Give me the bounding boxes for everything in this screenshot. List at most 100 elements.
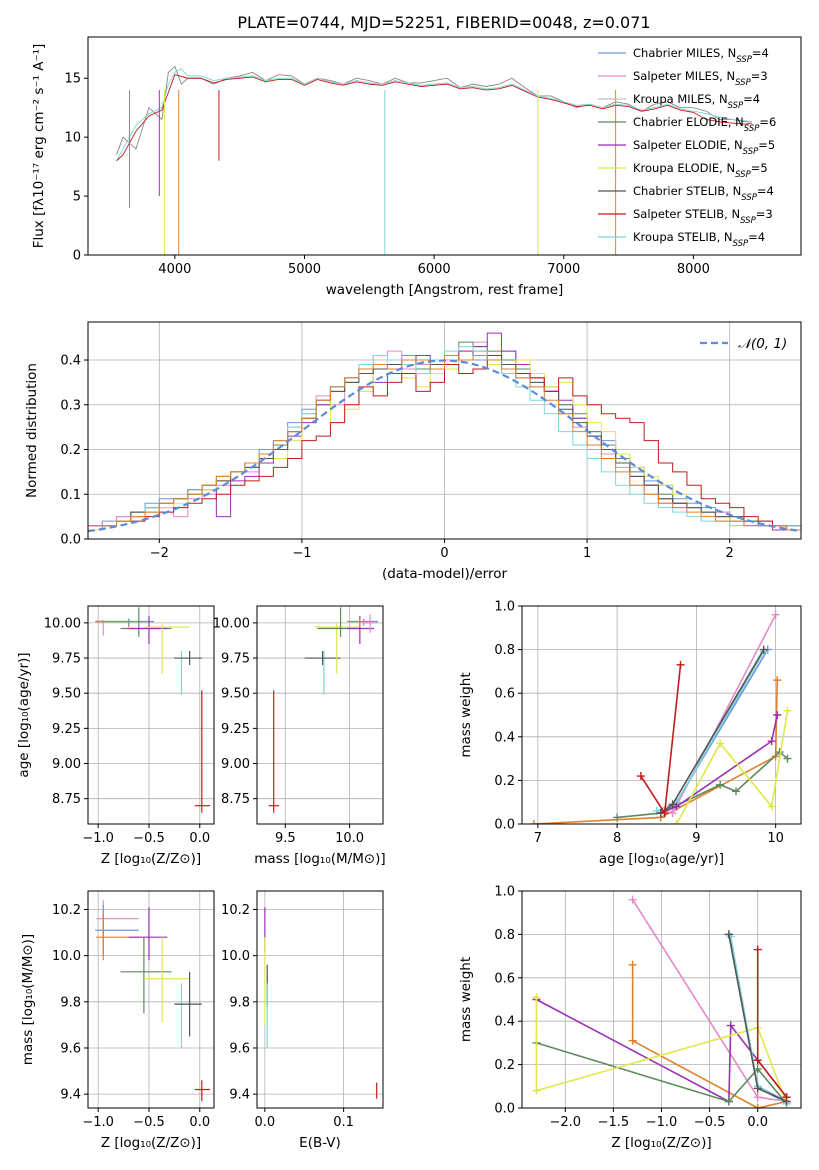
errorbar-point	[128, 615, 168, 644]
panel-weight-vs-age: 7 8 9 10 0.0 0.2 0.4 0.6 0.8 1.0 age [log₁₀(age/yr…	[458, 600, 802, 867]
errorbar-point	[268, 690, 279, 813]
panel-residuals: −2 −1 0 1 2 0.0 0.1 0.2 0.3 0.4 (data-model)/error…	[24, 321, 802, 582]
marker-plus	[532, 993, 541, 1002]
marker-plus	[724, 1097, 733, 1106]
y-tick-label: 0.6	[494, 687, 515, 702]
marker-plus	[726, 1021, 735, 1030]
marker-plus	[759, 645, 768, 654]
marker-plus	[668, 809, 677, 818]
series-line-Kroupa STELIB	[729, 936, 787, 1105]
legend-label: Chabrier MILES, NSSP=4	[633, 46, 769, 65]
x-tick-label: 0	[440, 546, 448, 561]
plot-area	[532, 895, 791, 1108]
x-tick-label: 9	[692, 831, 700, 846]
axes-frame	[256, 605, 384, 825]
errorbar-point	[174, 983, 190, 1048]
marker-plus	[676, 660, 685, 669]
legend-label: Kroupa MILES, NSSP=4	[633, 92, 760, 111]
plot-area	[88, 332, 801, 539]
errorbar-point	[95, 904, 139, 956]
legend-label: 𝒩(0, 1)	[738, 336, 787, 352]
marker-plus	[753, 1093, 762, 1102]
y-tick-label: 0.6	[494, 971, 515, 986]
series-line-Chabrier ELODIE	[536, 1042, 788, 1105]
marker-plus	[724, 930, 733, 939]
y-tick-label: 15	[64, 72, 81, 87]
y-tick-label: 0.2	[494, 1058, 515, 1073]
series-line-Kroupa ELODIE	[675, 710, 789, 824]
marker-plus	[767, 737, 776, 746]
marker-plus	[773, 676, 782, 685]
x-axis-label: Z [log₁₀(Z/Z⊙)]	[101, 851, 201, 867]
x-tick-label: 2	[726, 546, 734, 561]
panel-age-vs-Z: −1.0 −0.5 0.0 8.75 9.00 9.25 9.50 9.75 10.00 Z [l…	[16, 605, 215, 867]
x-tick-label: −1	[292, 546, 311, 561]
legend-label: Salpeter MILES, NSSP=3	[633, 69, 768, 88]
x-tick-label: 0.1	[333, 1115, 354, 1130]
y-tick-label: 10.0	[221, 949, 250, 964]
y-tick-label: 10	[64, 131, 81, 146]
histogram-Salpeter STELIB	[88, 355, 801, 539]
errorbar-point	[174, 651, 202, 666]
plot-area	[264, 907, 378, 1099]
y-tick-label: 9.50	[221, 687, 250, 702]
panel-mass-vs-Z: −1.0 −0.5 0.0 9.4 9.6 9.8 10.0 10.2 Z [log₁₀(Z/Z…	[20, 890, 215, 1151]
y-tick-label: 0.3	[60, 398, 81, 413]
axes-frame	[87, 36, 802, 256]
x-tick-label: 10.0	[335, 831, 364, 846]
y-tick-label: 8.75	[52, 792, 81, 807]
x-tick-label: 7000	[547, 262, 580, 277]
y-tick-label: 0.0	[60, 533, 81, 548]
x-tick-label: −2	[150, 546, 169, 561]
plot-area	[95, 607, 210, 813]
marker-plus	[783, 754, 792, 763]
figure-title: PLATE=0744, MJD=52251, FIBERID=0048, z=0…	[237, 13, 650, 32]
y-axis-label: Flux [fλ10⁻¹⁷ erg cm⁻² s⁻¹ A⁻¹]	[31, 44, 47, 249]
marker-plus	[628, 960, 637, 969]
marker-plus	[753, 1104, 762, 1108]
legend-label: Kroupa STELIB, NSSP=4	[633, 230, 765, 249]
legend-label: Salpeter STELIB, NSSP=3	[633, 207, 773, 226]
marker-plus	[753, 945, 762, 954]
errorbar-point	[128, 907, 168, 961]
y-tick-label: 9.6	[60, 1041, 81, 1056]
y-tick-label: 9.75	[221, 652, 250, 667]
errorbar-point	[95, 618, 155, 626]
y-axis-label: mass weight	[458, 957, 474, 1042]
x-axis-label: (data-model)/error	[382, 566, 508, 582]
axes-frame	[87, 890, 215, 1109]
x-tick-label: 10	[767, 831, 784, 846]
marker-plus	[628, 1036, 637, 1045]
plot-area	[529, 610, 792, 824]
marker-plus	[532, 1086, 541, 1095]
plot-area	[268, 607, 378, 813]
y-tick-label: 9.8	[229, 995, 250, 1010]
series-line-Chabrier ELODIE	[617, 751, 789, 819]
errorbar-point	[143, 937, 190, 1023]
legend: Chabrier MILES, NSSP=4 Salpeter MILES, NS…	[598, 46, 776, 249]
y-tick-label: 9.00	[52, 757, 81, 772]
series-line-Kroupa MILES	[533, 680, 779, 824]
x-tick-label: −2.0	[550, 1115, 582, 1130]
marker-plus	[783, 706, 792, 715]
y-tick-label: 0.8	[494, 928, 515, 943]
errorbar-point	[304, 651, 341, 666]
y-tick-label: 9.4	[60, 1088, 81, 1103]
marker-plus	[668, 800, 677, 809]
x-tick-label: −1.0	[82, 1115, 114, 1130]
panel-spectrum: 4000 5000 6000 7000 8000 0 5 10 15 wavelength [An…	[31, 36, 802, 298]
y-tick-label: 10.00	[213, 616, 250, 631]
marker-plus	[753, 1084, 762, 1093]
y-tick-label: 0.2	[60, 443, 81, 458]
marker-plus	[732, 787, 741, 796]
x-tick-label: −1.0	[82, 831, 114, 846]
plot-area	[95, 900, 210, 1102]
x-tick-label: −0.5	[133, 831, 165, 846]
x-tick-label: 7	[534, 831, 542, 846]
y-tick-label: 8.75	[221, 792, 250, 807]
x-tick-label: 9.5	[275, 831, 296, 846]
y-tick-label: 0	[73, 249, 81, 264]
normal-curve	[88, 359, 801, 533]
errorbar-point	[314, 622, 360, 674]
